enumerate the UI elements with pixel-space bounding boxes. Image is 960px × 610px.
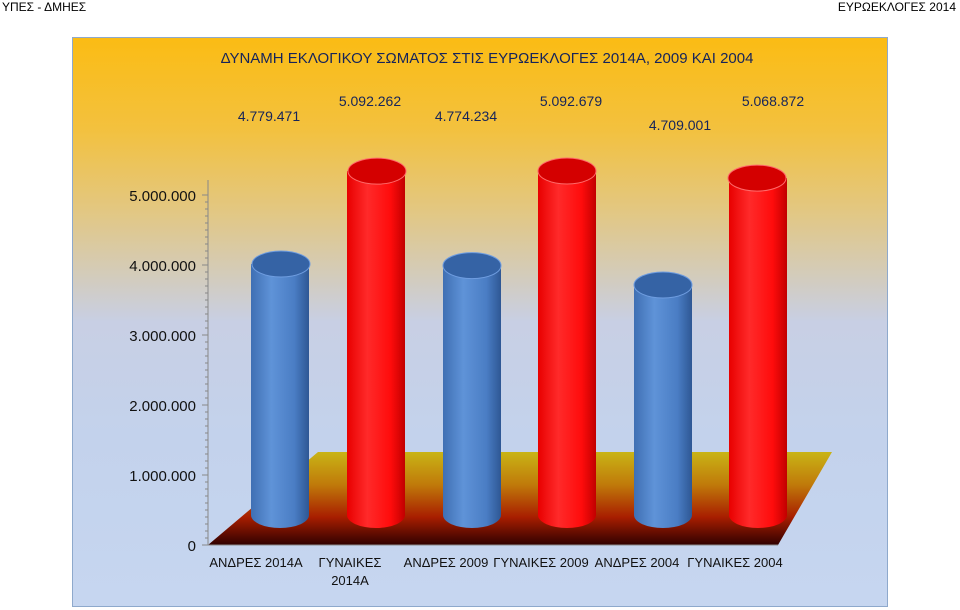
y-tick-label: 5.000.000: [129, 188, 196, 205]
category-label: 2014Α: [331, 573, 369, 588]
value-label: 5.092.262: [339, 93, 401, 109]
value-label: 4.709.001: [649, 117, 711, 133]
bar-body: [634, 284, 692, 528]
y-tick-label: 1.000.000: [129, 468, 196, 485]
value-label: 4.774.234: [435, 108, 497, 124]
bar: [251, 250, 311, 528]
bar-top: [727, 164, 787, 192]
bar: [442, 252, 502, 528]
y-tick-label: 4.000.000: [129, 258, 196, 275]
bar: [727, 164, 787, 528]
bar-top: [251, 250, 311, 278]
bar-top: [633, 271, 693, 299]
header-right-text: ΕΥΡΩΕΚΛΟΓΕΣ 2014: [837, 0, 956, 14]
y-tick-label: 0: [188, 538, 196, 555]
bar-top: [347, 157, 407, 185]
bar-top: [442, 252, 502, 280]
y-tick-label: 3.000.000: [129, 328, 196, 345]
bar: [537, 157, 597, 528]
category-label: ΑΝΔΡΕΣ 2009: [404, 555, 489, 570]
bar-body: [347, 171, 405, 529]
value-label: 5.068.872: [742, 93, 804, 109]
bar-body: [538, 171, 596, 528]
header-left-text: ΥΠΕΣ - ΔΜΗΕΣ: [2, 0, 87, 14]
bar-body: [251, 264, 309, 528]
chart-title: ΔΥΝΑΜΗ ΕΚΛΟΓΙΚΟΥ ΣΩΜΑΤΟΣ ΣΤΙΣ ΕΥΡΩΕΚΛΟΓΕ…: [221, 50, 754, 67]
category-label: ΑΝΔΡΕΣ 2014Α: [209, 555, 303, 570]
bar-body: [443, 265, 501, 528]
bar-body: [729, 178, 787, 528]
bar-top: [537, 157, 597, 185]
value-label: 5.092.679: [540, 93, 602, 109]
category-label: ΓΥΝΑΙΚΕΣ 2009: [493, 555, 588, 570]
category-label: ΑΝΔΡΕΣ 2004: [595, 555, 680, 570]
category-label: ΓΥΝΑΙΚΕΣ: [319, 555, 382, 570]
bar: [633, 271, 693, 528]
y-tick-label: 2.000.000: [129, 398, 196, 415]
category-label: ΓΥΝΑΙΚΕΣ 2004: [687, 555, 782, 570]
value-label: 4.779.471: [238, 108, 300, 124]
bar: [347, 157, 407, 529]
